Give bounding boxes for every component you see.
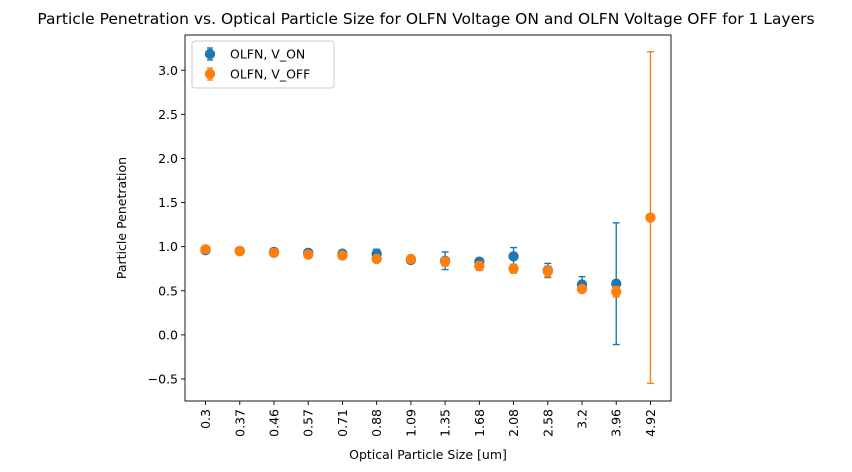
x-tick-label: 0.3	[198, 409, 213, 429]
data-point	[200, 244, 211, 255]
data-point	[611, 286, 622, 297]
data-point	[234, 245, 245, 257]
y-tick-label: 0.0	[158, 327, 178, 342]
x-tick-label: 2.58	[540, 409, 555, 437]
x-tick-label: 1.68	[472, 409, 487, 437]
legend-marker	[204, 48, 216, 60]
x-tick-label: 0.71	[335, 409, 350, 437]
legend: OLFN, V_ON OLFN, V_OFF	[191, 40, 335, 89]
y-tick-label: 1.0	[158, 239, 178, 254]
legend-marker	[204, 68, 216, 80]
y-tick-label: 2.0	[158, 151, 178, 166]
x-tick-label: 0.57	[301, 409, 316, 437]
data-point	[508, 251, 519, 262]
data-point	[371, 253, 382, 265]
x-tick-label: 2.08	[506, 409, 521, 437]
y-tick-label: 3.0	[158, 63, 178, 78]
x-axis-label: Optical Particle Size [um]	[349, 447, 507, 462]
data-point	[405, 253, 417, 265]
x-tick-label: 4.92	[643, 409, 658, 437]
data-point	[337, 250, 348, 261]
data-point	[268, 247, 280, 259]
y-tick-label: −0.5	[148, 371, 178, 386]
data-point	[474, 260, 485, 272]
y-tick-label: 2.5	[158, 107, 178, 122]
x-tick-label: 1.09	[403, 409, 418, 437]
data-point	[439, 256, 451, 267]
x-tick-label: 3.96	[609, 409, 624, 437]
data-point	[508, 263, 519, 274]
x-axis: 0.3 0.37 0.46 0.57 0.71 0.88 1.09 1.35 1.68 2.08 2…	[198, 401, 658, 437]
y-axis: −0.5 0.0 0.5 1.0 1.5 2.0 2.5 3.0	[148, 63, 185, 386]
legend-label: OLFN, V_OFF	[230, 67, 310, 82]
data-point	[576, 283, 588, 295]
data-point	[303, 249, 314, 260]
x-tick-label: 1.35	[438, 409, 453, 437]
chart-title: Particle Penetration vs. Optical Particl…	[37, 10, 814, 28]
data-point	[645, 212, 656, 223]
x-tick-label: 0.37	[232, 409, 247, 437]
y-axis-label: Particle Penetration	[114, 157, 129, 279]
x-tick-label: 3.2	[575, 409, 590, 429]
data-point	[542, 266, 553, 277]
y-tick-label: 0.5	[158, 283, 178, 298]
series-1	[200, 222, 622, 346]
x-tick-label: 0.46	[266, 409, 281, 437]
x-tick-label: 0.88	[369, 409, 384, 437]
legend-box	[191, 40, 335, 89]
y-tick-label: 1.5	[158, 195, 178, 210]
series-2	[200, 51, 656, 385]
series-layer	[200, 51, 656, 385]
legend-label: OLFN, V_ON	[230, 47, 305, 62]
plot-area-frame	[184, 34, 672, 402]
